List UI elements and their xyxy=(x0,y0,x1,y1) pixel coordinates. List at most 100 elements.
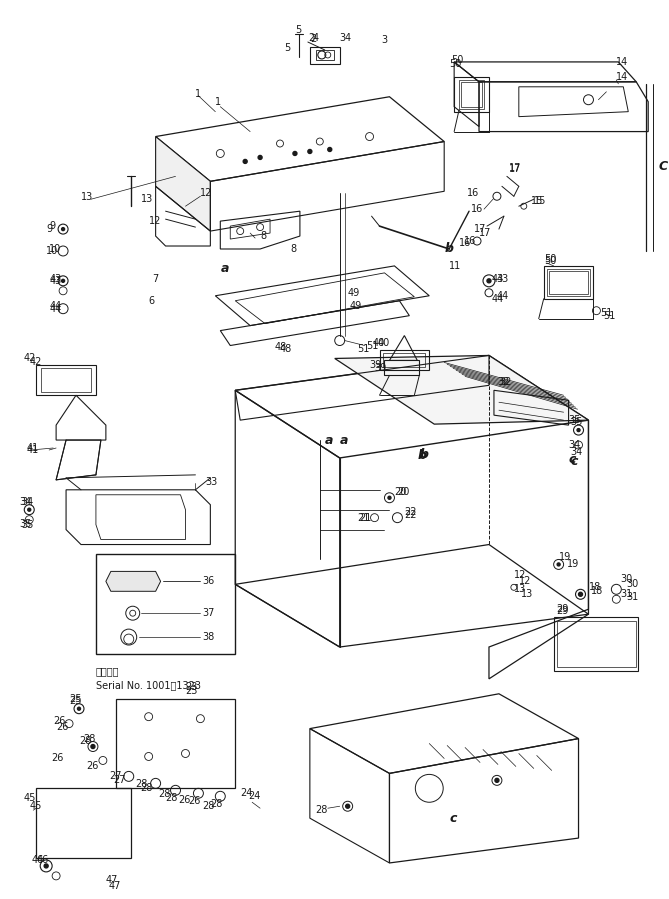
Text: 28: 28 xyxy=(165,793,178,804)
Circle shape xyxy=(308,149,312,154)
Text: C: C xyxy=(658,160,667,173)
Text: 2: 2 xyxy=(310,34,316,44)
Text: Serial No. 1001～1323: Serial No. 1001～1323 xyxy=(96,680,201,690)
Text: a: a xyxy=(220,263,229,275)
Text: 51: 51 xyxy=(367,341,379,351)
Text: 37: 37 xyxy=(203,609,215,619)
Text: 34: 34 xyxy=(569,440,581,450)
Circle shape xyxy=(44,864,48,868)
Text: 6: 6 xyxy=(149,296,155,306)
Text: 28: 28 xyxy=(315,806,327,815)
Text: 15: 15 xyxy=(534,196,546,206)
Text: 28: 28 xyxy=(210,799,223,809)
Text: 25: 25 xyxy=(69,694,82,704)
Text: 適用号機: 適用号機 xyxy=(96,666,120,676)
Text: 17: 17 xyxy=(509,164,521,174)
Text: 1: 1 xyxy=(195,89,201,99)
Text: 28: 28 xyxy=(140,783,153,793)
Polygon shape xyxy=(334,355,589,424)
Text: 50: 50 xyxy=(451,55,464,65)
Text: 50: 50 xyxy=(544,256,556,266)
Text: 47: 47 xyxy=(106,875,118,885)
Text: b: b xyxy=(444,243,453,255)
Text: 38: 38 xyxy=(203,632,215,642)
Text: 15: 15 xyxy=(531,196,543,206)
Text: 49: 49 xyxy=(348,288,360,298)
Polygon shape xyxy=(106,572,161,592)
Text: 33: 33 xyxy=(205,476,217,487)
Text: 22: 22 xyxy=(404,510,417,520)
Circle shape xyxy=(388,496,391,499)
Text: 42: 42 xyxy=(23,353,35,363)
Text: 8: 8 xyxy=(290,244,296,254)
Text: 13: 13 xyxy=(81,192,93,202)
Text: 40: 40 xyxy=(377,337,390,348)
Text: 48: 48 xyxy=(275,342,287,352)
Text: 41: 41 xyxy=(26,445,39,455)
Text: 4: 4 xyxy=(313,33,319,43)
Text: 13: 13 xyxy=(140,194,153,204)
Text: 31: 31 xyxy=(626,592,638,602)
Text: 27: 27 xyxy=(113,775,125,786)
Text: 46: 46 xyxy=(31,855,43,865)
Text: 16: 16 xyxy=(471,204,483,214)
Text: 45: 45 xyxy=(23,793,35,804)
Text: 30: 30 xyxy=(620,574,633,584)
Text: 34: 34 xyxy=(571,447,583,457)
Text: 3: 3 xyxy=(381,35,387,45)
Text: 12: 12 xyxy=(149,216,161,227)
Text: 13: 13 xyxy=(520,589,533,600)
Text: 19: 19 xyxy=(559,553,571,563)
Text: 10: 10 xyxy=(46,246,58,256)
Text: 41: 41 xyxy=(26,443,39,453)
Circle shape xyxy=(293,151,297,156)
Text: 32: 32 xyxy=(497,378,509,387)
Text: 3: 3 xyxy=(340,33,346,43)
Text: 24: 24 xyxy=(240,788,253,798)
Text: 43: 43 xyxy=(497,274,509,284)
Text: 12: 12 xyxy=(201,188,213,199)
Text: 35: 35 xyxy=(19,519,31,529)
Text: 43: 43 xyxy=(49,276,62,286)
Text: 12: 12 xyxy=(519,576,531,586)
Text: 11: 11 xyxy=(449,261,462,271)
Text: 8: 8 xyxy=(260,231,266,241)
Text: 1: 1 xyxy=(215,97,221,107)
Text: 16: 16 xyxy=(467,188,479,199)
Text: 51: 51 xyxy=(600,307,613,317)
Text: 36: 36 xyxy=(203,576,215,586)
Text: 35: 35 xyxy=(21,520,33,530)
Text: 26: 26 xyxy=(86,761,98,771)
Text: 5: 5 xyxy=(284,43,290,53)
Circle shape xyxy=(91,744,95,749)
Text: 26: 26 xyxy=(56,722,68,732)
Text: 2: 2 xyxy=(308,33,314,43)
Text: 35: 35 xyxy=(571,417,583,427)
Text: 29: 29 xyxy=(557,606,569,616)
Text: c: c xyxy=(449,812,456,824)
Text: 31: 31 xyxy=(620,589,633,600)
Circle shape xyxy=(495,779,499,782)
Text: 18: 18 xyxy=(589,583,601,592)
Text: 43: 43 xyxy=(49,274,62,284)
Circle shape xyxy=(579,592,583,596)
Circle shape xyxy=(346,805,350,808)
Circle shape xyxy=(27,508,31,512)
Text: 44: 44 xyxy=(492,294,504,304)
Circle shape xyxy=(62,280,65,282)
Text: 29: 29 xyxy=(557,604,569,614)
Text: a: a xyxy=(340,433,348,447)
Text: 18: 18 xyxy=(591,586,603,596)
Text: 49: 49 xyxy=(350,300,362,311)
Text: 34: 34 xyxy=(19,497,31,507)
Text: 39: 39 xyxy=(375,363,387,373)
Text: 44: 44 xyxy=(49,304,62,314)
Text: 5: 5 xyxy=(295,25,301,35)
Text: 26: 26 xyxy=(53,716,66,725)
Text: c: c xyxy=(571,456,578,468)
Text: 27: 27 xyxy=(109,771,121,781)
Text: 19: 19 xyxy=(567,559,579,569)
Text: 28: 28 xyxy=(159,789,171,799)
Text: 16: 16 xyxy=(459,238,472,248)
Circle shape xyxy=(557,563,560,566)
